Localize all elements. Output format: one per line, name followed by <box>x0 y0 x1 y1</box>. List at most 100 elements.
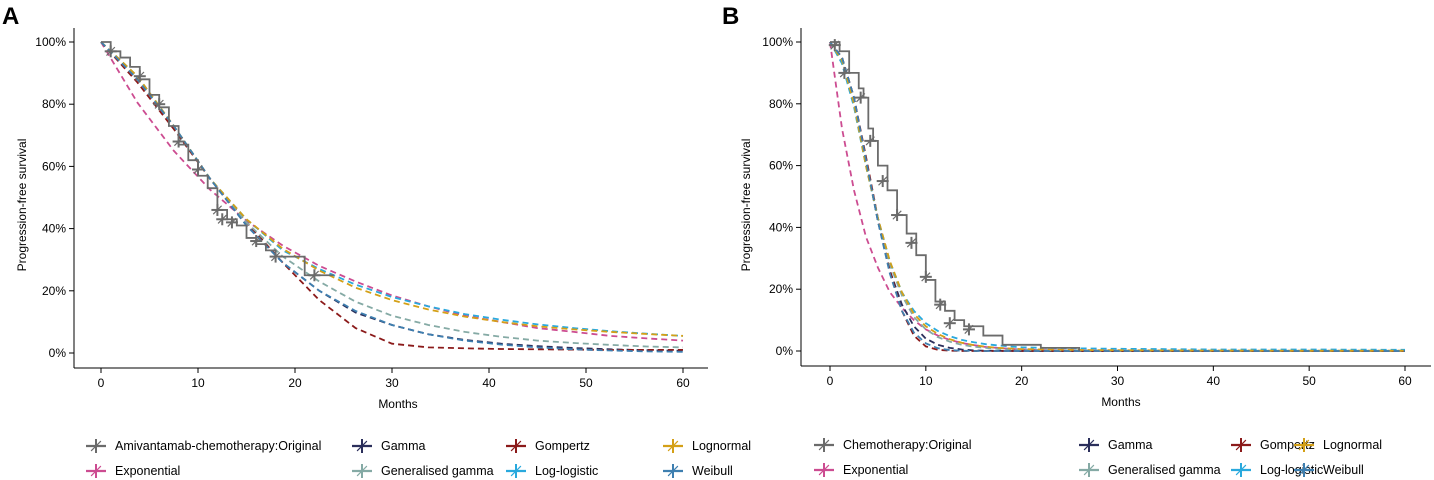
panel-b-legend-label: Weibull <box>1323 463 1364 477</box>
panel-b-y-tick-label: 80% <box>769 97 793 111</box>
panel-b-km-censor-mark <box>943 317 956 330</box>
panel-a-x-tick-label: 10 <box>191 376 205 390</box>
panel-a-series-gompertz <box>100 41 683 351</box>
panel-a-x-tick-label: 30 <box>385 376 399 390</box>
panel-a-series-generalised-gamma <box>100 41 684 349</box>
panel-a-km-censor-mark <box>225 216 238 229</box>
panel-a-km-censor-mark <box>192 163 204 176</box>
panel-b-km-censor-mark <box>854 91 867 104</box>
panel-a-km-censor-mark <box>133 70 146 83</box>
panel-a-legend-label: Gamma <box>381 439 426 453</box>
panel-a: A 0 10 20 30 40 50 60 0% 20% 40% 60% 80% 100% Months… <box>2 3 751 478</box>
panel-a-km-censor-mark <box>172 135 185 148</box>
panel-b-legend-marker <box>1234 438 1248 452</box>
panel-a-legend-marker <box>89 439 103 453</box>
panel-a-label: A <box>2 3 19 30</box>
panel-b-legend-marker <box>1082 463 1096 477</box>
panel-a-series-lognormal <box>100 41 684 337</box>
panel-b-legend-marker <box>1082 438 1096 452</box>
panel-a-y-tick-label: 0% <box>49 346 67 360</box>
panel-a-y-tick-label: 20% <box>42 284 66 298</box>
panel-b-km-censor-mark <box>934 298 947 311</box>
panel-a-legend-item-weibull: Weibull <box>663 464 733 478</box>
panel-b-legend-label: Exponential <box>843 463 908 477</box>
panel-b-km-censor-mark <box>876 175 889 188</box>
panel-b-y-tick-label: 100% <box>762 35 793 49</box>
panel-a-legend-item-gamma: Gamma <box>352 439 426 453</box>
panel-b-km-censor-mark <box>864 134 877 147</box>
panel-a-x-tick-label: 60 <box>676 376 690 390</box>
panel-b-label: B <box>722 3 739 30</box>
panel-b-legend-marker <box>1297 438 1311 452</box>
panel-a-km-censor-mark <box>153 98 166 111</box>
panel-a-km-censor-mark <box>216 213 229 226</box>
panel-a-x-tick-label: 50 <box>579 376 593 390</box>
panel-b-legend-label: Lognormal <box>1323 438 1382 452</box>
panel-a-legend-item-lognormal: Lognormal <box>663 439 751 453</box>
panel-a-legend-marker <box>89 464 103 478</box>
panel-a-x-tick-label: 0 <box>98 376 105 390</box>
panel-b-plot-area: 0 10 20 30 40 50 60 0% 20% 40% 60% 80% 100% <box>762 28 1431 388</box>
panel-b-km-censor-mark <box>891 209 904 222</box>
panel-b-x-tick-label: 40 <box>1207 374 1221 388</box>
panel-a-series-gamma <box>100 41 684 352</box>
panel-a-legend-label: Lognormal <box>692 439 751 453</box>
panel-b-legend-item-lognormal: Lognormal <box>1294 438 1382 452</box>
panel-a-series-log-logistic <box>100 41 684 337</box>
panel-b-y-tick-label: 0% <box>776 344 794 358</box>
panel-b-series-lognormal <box>829 41 1405 352</box>
panel-a-legend-label: Generalised gamma <box>381 464 494 478</box>
panel-a-y-tick-label: 60% <box>42 159 66 173</box>
panel-b-x-tick-label: 30 <box>1111 374 1125 388</box>
panel-b-x-tick-label: 10 <box>919 374 933 388</box>
panel-b-y-axis-title: Progression-free survival <box>739 139 753 272</box>
panel-b-series-generalised-gamma <box>829 41 1405 352</box>
panel-a-series-exponential <box>100 41 684 342</box>
panel-a-legend-marker <box>355 439 369 453</box>
panel-b-series-gamma <box>829 41 1405 352</box>
panel-a-x-axis-title: Months <box>378 397 417 411</box>
panel-a-y-tick-label: 100% <box>35 35 66 49</box>
panel-a-legend-marker <box>666 439 680 453</box>
panel-b-legend-marker <box>1297 463 1311 477</box>
panel-b-legend-label: Chemotherapy:Original <box>843 438 972 452</box>
panel-b-legend-marker <box>817 463 831 477</box>
panel-b-legend-item-chemotherapy-original: Chemotherapy:Original <box>814 438 972 452</box>
panel-a-km-censor-mark <box>104 45 117 58</box>
panel-a-km-censor-mark <box>269 250 282 263</box>
panel-b-legend-label: Gamma <box>1108 438 1153 452</box>
panel-b-x-axis-title: Months <box>1101 395 1140 409</box>
panel-b-legend-item-exponential: Exponential <box>814 463 908 477</box>
panel-b-y-tick-label: 40% <box>769 220 793 234</box>
panel-a-legend-item-amivantamab-chemotherapy-original: Amivantamab-chemotherapy:Original <box>86 439 321 453</box>
panel-a-legend-label: Log-logistic <box>535 464 598 478</box>
panel-b-series-gompertz <box>829 41 1405 352</box>
panel-a-legend-marker <box>355 464 369 478</box>
panel-b-x-tick-label: 50 <box>1302 374 1316 388</box>
panel-b-x-tick-label: 0 <box>827 374 834 388</box>
panel-b-km-censor-mark <box>838 66 851 79</box>
panel-a-legend: Amivantamab-chemotherapy:Original Gamma Go… <box>86 439 751 478</box>
panel-b-x-tick-label: 60 <box>1398 374 1412 388</box>
panel-b-legend-item-weibull: Weibull <box>1294 463 1364 477</box>
panel-b-legend-marker <box>817 438 831 452</box>
panel-a-y-axis-title: Progression-free survival <box>15 139 29 272</box>
panel-b-km-censor-mark <box>828 39 841 52</box>
panel-a-y-tick-label: 80% <box>42 97 66 111</box>
panel-a-legend-label: Gompertz <box>535 439 590 453</box>
panel-b-legend-label: Generalised gamma <box>1108 463 1221 477</box>
panel-b: B 0 10 20 30 40 50 60 0% 20% 40% 60% 80% 100% Months… <box>722 3 1431 477</box>
panel-b-legend: Chemotherapy:Original Gamma Gompertz Lognor… <box>814 438 1382 477</box>
panel-a-series-weibull <box>100 41 684 353</box>
panel-b-km-censor-mark <box>962 323 975 336</box>
panel-b-y-tick-label: 60% <box>769 159 793 173</box>
panel-b-legend-item-gamma: Gamma <box>1079 438 1153 452</box>
panel-a-legend-label: Weibull <box>692 464 733 478</box>
panel-a-plot-area: 0 10 20 30 40 50 60 0% 20% 40% 60% 80% 100% <box>35 28 708 390</box>
panel-b-legend-item-generalised-gamma: Generalised gamma <box>1079 463 1221 477</box>
panel-a-km-censor-mark <box>250 235 263 248</box>
panel-a-legend-item-exponential: Exponential <box>86 464 180 478</box>
panel-b-series-exponential <box>829 41 1406 352</box>
panel-b-km-original-curve <box>830 41 1081 351</box>
panel-a-km-censor-mark <box>308 269 321 282</box>
